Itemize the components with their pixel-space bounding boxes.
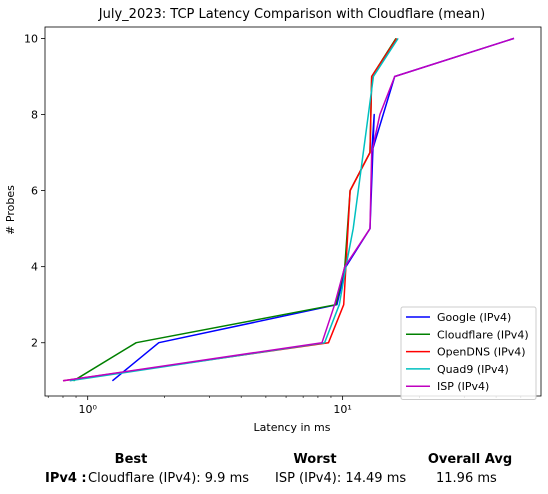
- overall-avg-value: 11.96 ms: [436, 471, 497, 486]
- series-line-5: [62, 37, 515, 382]
- legend-label: Google (IPv4): [437, 311, 511, 324]
- series-line-4: [69, 37, 399, 382]
- worst-header: Worst: [293, 452, 337, 467]
- worst-value: ISP (IPv4): 14.49 ms: [275, 471, 407, 486]
- overall-avg-header: Overall Avg: [427, 452, 513, 467]
- legend-box: [400, 306, 537, 400]
- y-axis-label: # Probes: [4, 185, 17, 235]
- best-header: Best: [114, 452, 148, 467]
- legend-label: ISP (IPv4): [437, 380, 489, 393]
- y-tick-label: 8: [31, 108, 38, 121]
- x-tick-label: 10¹: [333, 403, 351, 416]
- plot-area: 10⁰ 10¹ 2 4 6 8 10: [24, 26, 542, 416]
- latency-chart: July_2023: TCP Latency Comparison with C…: [4, 7, 542, 434]
- chart-title: July_2023: TCP Latency Comparison with C…: [98, 7, 485, 22]
- x-axis-label: Latency in ms: [254, 421, 331, 434]
- y-tick-label: 2: [31, 337, 38, 350]
- legend-label: OpenDNS (IPv4): [437, 346, 526, 359]
- plot-frame: [44, 26, 542, 397]
- legend-label: Cloudflare (IPv4): [437, 328, 529, 341]
- legend: Google (IPv4) Cloudflare (IPv4) OpenDNS (I…: [400, 306, 537, 400]
- legend-label: Quad9 (IPv4): [437, 363, 509, 376]
- y-tick-label: 4: [31, 261, 38, 274]
- y-tick-label: 6: [31, 185, 38, 198]
- x-tick-label: 10⁰: [78, 403, 97, 416]
- y-tick-label: 10: [24, 32, 38, 45]
- best-value: Cloudflare (IPv4): 9.9 ms: [88, 471, 250, 486]
- series-line-2: [73, 37, 397, 382]
- series-line-3: [62, 37, 398, 382]
- ipv4-row-label: IPv4 :: [45, 471, 87, 486]
